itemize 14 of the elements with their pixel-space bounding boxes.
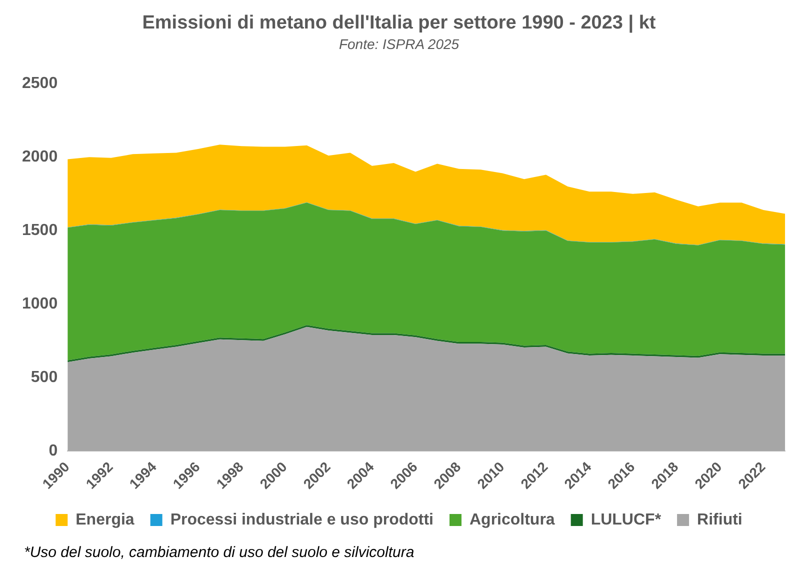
y-tick-label: 2000 — [22, 148, 58, 166]
legend-label: Agricoltura — [469, 511, 555, 528]
legend-label: Processi industriale e uso prodotti — [170, 511, 434, 528]
y-tick-label: 2500 — [22, 75, 58, 92]
chart-subtitle: Fonte: ISPRA 2025 — [338, 36, 460, 52]
text: *Uso del suolo, cambiamento di uso del suolo e silvicoltura — [24, 544, 416, 561]
y-tick-label: 1000 — [22, 296, 58, 313]
y-tick-label: 1500 — [22, 222, 58, 240]
chart-title: Emissioni di metano dell'Italia per settore 1990 - 2023 | kt — [142, 12, 656, 34]
y-tick-label: 500 — [30, 369, 58, 386]
y-tick-label: 0 — [48, 442, 58, 460]
legend-label: LULUCF* — [590, 511, 662, 528]
legend-label: Rifiuti — [697, 511, 742, 528]
legend-label: Energia — [76, 511, 134, 528]
